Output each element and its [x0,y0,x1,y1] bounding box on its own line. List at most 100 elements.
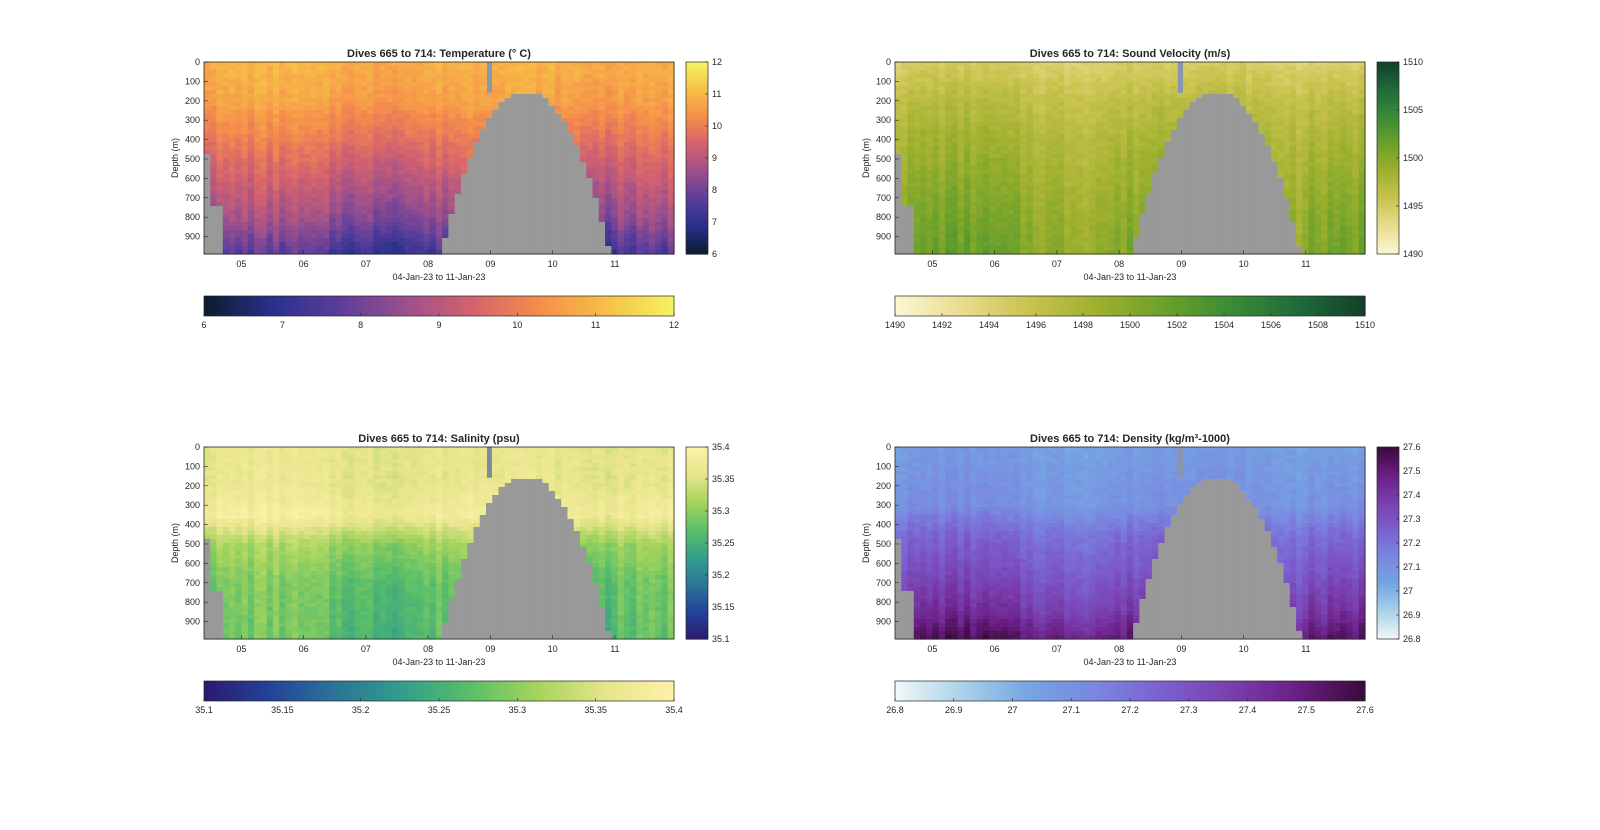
heatmap-cell [945,78,952,83]
colorbar-segment [686,81,708,85]
heatmap-cell [529,78,537,83]
heatmap-cell [467,174,475,179]
heatmap-cell [392,106,399,111]
heatmap-cell [617,250,625,255]
heatmap-cell [895,94,902,99]
heatmap-cell [254,242,261,247]
heatmap-cell [573,138,581,143]
heatmap-cell [348,214,355,219]
heatmap-cell [329,110,337,115]
heatmap-cell [310,82,318,87]
heatmap-cell [561,210,569,215]
heatmap-cell [517,222,525,227]
heatmap-cell [392,66,399,71]
heatmap-cell [204,114,211,119]
heatmap-cell [442,150,449,155]
heatmap-cell [266,138,274,143]
heatmap-cell [373,190,381,195]
heatmap-cell [335,98,343,103]
heatmap-cell [561,218,569,223]
heatmap-cell [323,182,330,187]
heatmap-cell [630,174,637,179]
heatmap-cell [304,174,312,179]
heatmap-cell [938,74,946,79]
colorbar-segment [411,296,417,316]
heatmap-cell [642,214,650,219]
heatmap-cell [567,234,575,239]
colorbar-segment [282,296,287,316]
colorbar-segment [686,135,708,140]
heatmap-cell [398,226,406,231]
heatmap-cell [329,118,337,123]
colorbar-segment [638,296,644,316]
heatmap-cell [1014,210,1021,215]
heatmap-cell [592,98,600,103]
colorbar-segment [580,296,585,316]
heatmap-cell [310,78,318,83]
heatmap-cell [901,178,909,183]
heatmap-cell [348,194,355,199]
heatmap-cell [454,134,462,139]
heatmap-cell [970,194,978,199]
heatmap-cell [901,106,909,111]
heatmap-cell [410,206,418,211]
heatmap-cell [938,106,946,111]
heatmap-cell [210,118,218,123]
heatmap-cell [260,126,268,131]
heatmap-cell [241,214,249,219]
heatmap-cell [517,218,525,223]
heatmap-cell [1007,126,1015,131]
heatmap-cell [982,98,990,103]
heatmap-cell [341,206,349,211]
heatmap-cell [623,250,631,255]
heatmap-cell [554,222,562,227]
heatmap-cell [210,174,218,179]
heatmap-cell [605,158,612,163]
heatmap-cell [298,122,305,127]
heatmap-cell [1020,178,1028,183]
heatmap-cell [901,150,909,155]
heatmap-cell [661,90,669,95]
heatmap-cell [348,250,355,255]
heatmap-cell [586,110,594,115]
colorbar-segment [329,296,334,316]
heatmap-cell [536,166,543,171]
heatmap-cell [404,98,412,103]
heatmap-cell [592,198,600,203]
heatmap-cell [285,222,293,227]
heatmap-cell [442,154,449,159]
heatmap-cell [567,110,575,115]
heatmap-cell [580,198,587,203]
heatmap-cell [454,94,462,99]
colorbar-segment [262,296,268,316]
heatmap-cell [442,242,449,247]
heatmap-cell [498,222,506,227]
heatmap-cell [536,162,543,167]
heatmap-cell [963,86,971,91]
heatmap-cell [907,154,915,159]
heatmap-cell [266,98,274,103]
heatmap-cell [348,238,355,243]
heatmap-cell [580,90,587,95]
heatmap-cell [354,178,362,183]
heatmap-cell [360,206,368,211]
heatmap-cell [285,186,293,191]
heatmap-cell [417,98,424,103]
heatmap-cell [354,214,362,219]
heatmap-cell [492,114,500,119]
heatmap-cell [920,118,927,123]
heatmap-cell [529,234,537,239]
heatmap-cell [435,174,443,179]
heatmap-cell [498,62,506,67]
heatmap-cell [561,198,569,203]
heatmap-cell [1001,194,1009,199]
heatmap-cell [379,114,387,119]
heatmap-cell [548,238,556,243]
heatmap-cell [448,146,456,151]
heatmap-cell [379,218,387,223]
heatmap-cell [298,138,305,143]
heatmap-cell [970,218,978,223]
heatmap-cell [479,238,487,243]
heatmap-cell [479,250,487,255]
heatmap-cell [1032,190,1040,195]
